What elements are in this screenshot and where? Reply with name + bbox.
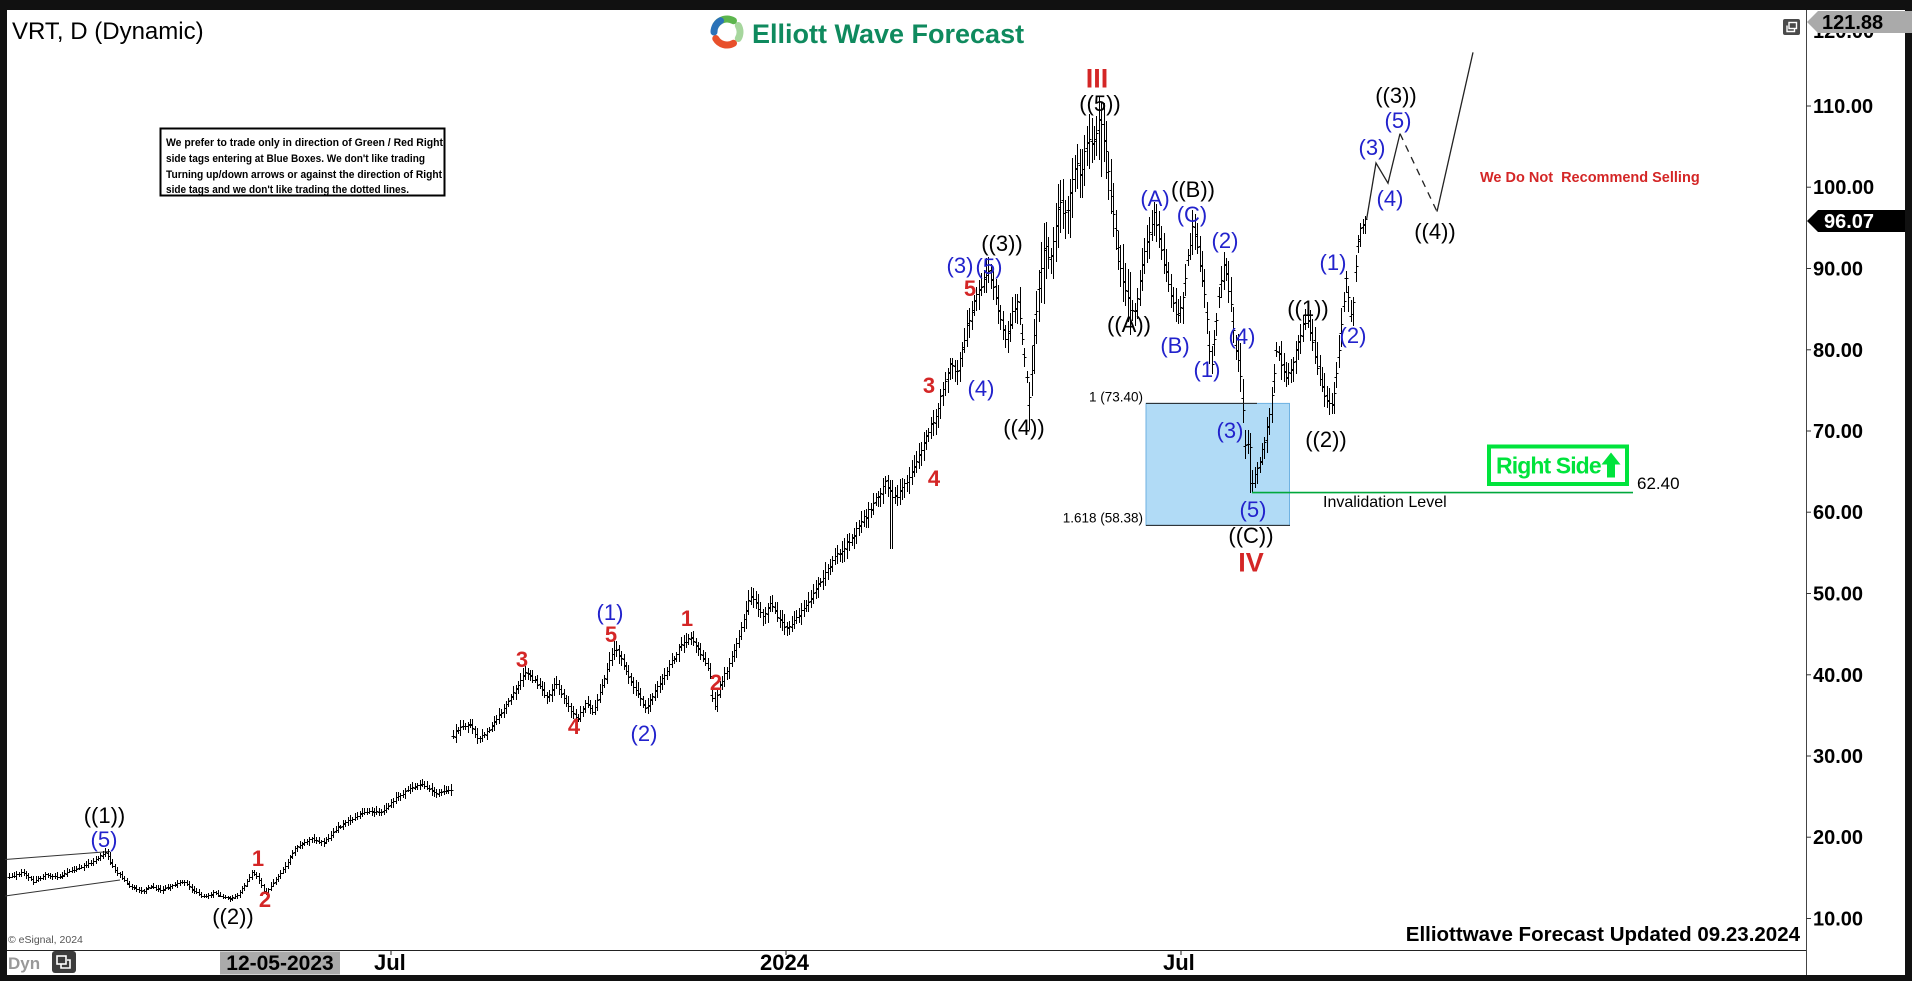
svg-text:(1): (1) <box>1320 250 1347 275</box>
svg-text:((2)): ((2)) <box>1305 427 1347 452</box>
svg-text:VRT, D (Dynamic): VRT, D (Dynamic) <box>12 18 204 45</box>
svg-text:Elliott Wave Forecast: Elliott Wave Forecast <box>752 19 1024 49</box>
svg-text:((A)): ((A)) <box>1107 312 1151 337</box>
svg-text:((3)): ((3)) <box>1375 83 1417 108</box>
svg-text:(2): (2) <box>631 721 658 746</box>
svg-text:Jul: Jul <box>1163 950 1195 975</box>
svg-text:60.00: 60.00 <box>1813 502 1863 524</box>
svg-text:IV: IV <box>1238 548 1264 578</box>
svg-text:3: 3 <box>923 373 935 398</box>
svg-text:We prefer to trade only in dir: We prefer to trade only in direction of … <box>166 137 443 149</box>
svg-text:30.00: 30.00 <box>1813 746 1863 768</box>
svg-text:((3)): ((3)) <box>981 231 1023 256</box>
svg-text:5: 5 <box>605 622 617 647</box>
svg-text:50.00: 50.00 <box>1813 584 1863 606</box>
svg-text:((2)): ((2)) <box>212 904 254 929</box>
svg-text:90.00: 90.00 <box>1813 259 1863 281</box>
svg-text:2024: 2024 <box>760 950 810 975</box>
svg-text:side tags entering at Blue Box: side tags entering at Blue Boxes. We don… <box>166 153 425 165</box>
svg-text:4: 4 <box>928 466 941 491</box>
svg-text:62.40: 62.40 <box>1637 474 1680 493</box>
svg-text:12-05-2023: 12-05-2023 <box>226 952 333 975</box>
svg-text:(1): (1) <box>1194 357 1221 382</box>
svg-text:10.00: 10.00 <box>1813 909 1863 931</box>
svg-text:(4): (4) <box>968 376 995 401</box>
svg-text:121.88: 121.88 <box>1822 12 1883 34</box>
svg-text:Jul: Jul <box>374 950 406 975</box>
svg-text:2: 2 <box>259 887 271 912</box>
svg-text:((4)): ((4)) <box>1003 415 1045 440</box>
svg-text:(3): (3) <box>1359 135 1386 160</box>
svg-text:((C)): ((C)) <box>1228 523 1273 548</box>
svg-text:(A): (A) <box>1140 186 1169 211</box>
svg-text:2: 2 <box>710 670 722 695</box>
svg-text:Elliottwave Forecast Updated 0: Elliottwave Forecast Updated 09.23.2024 <box>1406 923 1801 946</box>
svg-text:1: 1 <box>252 846 264 871</box>
svg-text:(5): (5) <box>1240 497 1267 522</box>
svg-text:(2): (2) <box>1212 228 1239 253</box>
svg-text:(1): (1) <box>597 600 624 625</box>
svg-text:40.00: 40.00 <box>1813 665 1863 687</box>
svg-text:(5): (5) <box>1385 108 1412 133</box>
svg-text:III: III <box>1086 64 1109 94</box>
svg-text:(3): (3) <box>1217 418 1244 443</box>
svg-text:1 (73.40): 1 (73.40) <box>1089 390 1143 405</box>
svg-text:96.07: 96.07 <box>1824 211 1874 233</box>
svg-text:side tags and we don't like tr: side tags and we don't like trading the … <box>166 184 409 196</box>
svg-text:(5): (5) <box>91 827 118 852</box>
svg-text:Dyn: Dyn <box>8 954 40 973</box>
svg-text:3: 3 <box>516 647 528 672</box>
svg-text:© eSignal, 2024: © eSignal, 2024 <box>8 934 83 946</box>
svg-text:((5)): ((5)) <box>1079 91 1121 116</box>
svg-text:Right Side: Right Side <box>1496 453 1601 479</box>
svg-text:5: 5 <box>964 276 976 301</box>
svg-text:80.00: 80.00 <box>1813 340 1863 362</box>
svg-text:110.00: 110.00 <box>1813 96 1873 118</box>
svg-text:(3): (3) <box>947 253 974 278</box>
svg-text:100.00: 100.00 <box>1813 177 1874 199</box>
svg-text:(B): (B) <box>1160 333 1189 358</box>
svg-text:(5): (5) <box>976 254 1003 279</box>
svg-text:We Do Not Recommend Selling: We Do Not Recommend Selling <box>1480 170 1700 186</box>
svg-text:((4)): ((4)) <box>1414 219 1456 244</box>
svg-text:20.00: 20.00 <box>1813 827 1863 849</box>
svg-text:4: 4 <box>568 714 581 739</box>
svg-text:Turning up/down arrows or agai: Turning up/down arrows or against the di… <box>166 169 442 181</box>
svg-text:Invalidation Level: Invalidation Level <box>1323 494 1447 511</box>
svg-text:(4): (4) <box>1377 186 1404 211</box>
svg-text:(C): (C) <box>1177 202 1208 227</box>
svg-text:1.618 (58.38): 1.618 (58.38) <box>1063 511 1143 526</box>
svg-text:((1)): ((1)) <box>84 803 126 828</box>
svg-text:1: 1 <box>681 606 693 631</box>
svg-text:(4): (4) <box>1229 324 1256 349</box>
svg-text:70.00: 70.00 <box>1813 421 1863 443</box>
svg-text:((1)): ((1)) <box>1287 296 1329 321</box>
svg-text:((B)): ((B)) <box>1171 177 1215 202</box>
svg-text:(2): (2) <box>1340 323 1367 348</box>
